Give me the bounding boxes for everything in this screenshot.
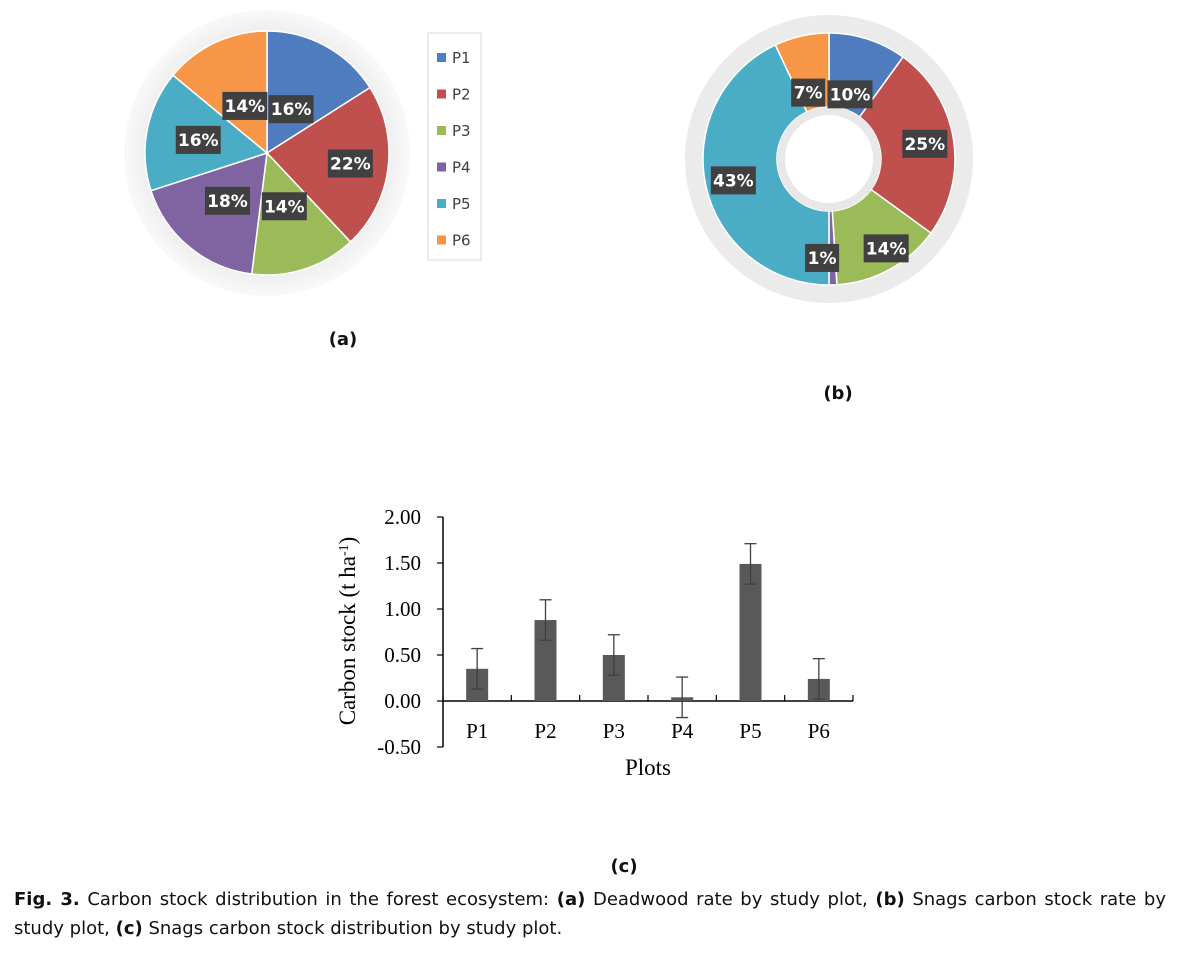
legend-label: P6 (452, 232, 471, 250)
legend-item-p3: P3 (437, 122, 471, 140)
y-axis-label: Carbon stock (t ha-1) (335, 537, 360, 726)
legend-label: P4 (452, 159, 471, 177)
error-bar-p5 (744, 543, 757, 585)
data-label-box (261, 192, 307, 221)
y-axis-label-end: ) (335, 537, 360, 545)
panel-label-c: (c) (610, 856, 637, 877)
data-label-box (268, 95, 314, 124)
x-tick-label: P3 (603, 719, 625, 743)
caption-text-3: Snags carbon stock rate by study plot, (14, 889, 1167, 939)
data-label-box (710, 166, 756, 195)
slice-p6 (171, 30, 268, 155)
legend-swatch (437, 89, 446, 99)
data-label-box (827, 80, 873, 109)
data-label-p6: 14% (222, 91, 268, 120)
y-tick-label: 0.00 (384, 689, 421, 713)
y-tick-label: -0.50 (377, 735, 421, 759)
data-label-p4: 1% (805, 243, 840, 272)
data-label-p3: 14% (863, 234, 909, 263)
data-label-p5: 43% (710, 166, 756, 195)
legend-item-p4: P4 (437, 159, 471, 177)
legend-swatch (437, 199, 446, 208)
legend-item-p1: P1 (437, 49, 471, 67)
legend-label: P3 (452, 122, 471, 140)
bar-p5 (739, 563, 762, 701)
data-label-box (327, 149, 373, 178)
data-label-text: 14% (866, 239, 907, 259)
error-bar-p3 (607, 634, 620, 676)
caption-ref-c: (c) (115, 918, 143, 939)
figure-caption: Fig. 3. Carbon stock distribution in the… (14, 885, 1166, 943)
data-label-p1: 16% (268, 95, 314, 124)
data-label-p2: 22% (327, 149, 373, 178)
data-label-box (222, 91, 268, 120)
legend-swatch (437, 126, 446, 135)
legend-item-p6: P6 (437, 232, 471, 250)
legend-label: P1 (452, 49, 471, 67)
legend-box (427, 32, 482, 261)
y-tick-label: 0.50 (384, 643, 421, 667)
data-label-box (791, 78, 826, 107)
y-tick-label: 1.50 (384, 551, 421, 575)
data-label-text: 16% (178, 131, 219, 151)
data-label-text: 43% (713, 171, 754, 191)
x-tick-label: P6 (808, 719, 830, 743)
caption-ref-a: (a) (556, 889, 586, 910)
bar-p3 (602, 655, 625, 701)
legend-label: P2 (452, 86, 471, 104)
bar-chart-c: -0.50 0.00 0.50 1.00 1.50 2.00 P1 P2 P3 P4 P5 P6 P… (335, 505, 854, 877)
y-tick-label: 1.00 (384, 597, 421, 621)
data-label-text: 1% (808, 249, 837, 269)
legend-label: P5 (452, 195, 471, 213)
error-bar-p2 (539, 599, 552, 641)
legend-item-p2: P2 (437, 86, 471, 104)
data-label-p6: 7% (791, 78, 826, 107)
data-label-box (863, 234, 909, 263)
data-label-text: 14% (225, 97, 266, 117)
data-label-text: 18% (207, 192, 248, 212)
panel-label-a: (a) (329, 329, 358, 350)
caption-figure-number: Fig. 3. (14, 889, 80, 910)
y-axis-label-main: Carbon stock (t ha (335, 556, 360, 725)
legend-swatch (437, 235, 446, 245)
donut-b-hole (785, 115, 873, 203)
data-label-box (204, 186, 250, 215)
y-tick-label: 2.00 (384, 505, 421, 529)
data-label-p3: 14% (261, 192, 307, 221)
error-bar-p4 (676, 676, 689, 719)
data-label-text: 25% (904, 135, 945, 155)
legend-item-p5: P5 (437, 195, 471, 213)
donut-chart-b: 10% 25% 14% 1% 43% 7% (b) (685, 15, 973, 404)
caption-text-4: Snags carbon stock distribution by study… (142, 918, 563, 939)
legend-swatch (437, 162, 446, 172)
data-label-p2: 25% (902, 129, 948, 158)
data-label-text: 16% (271, 100, 312, 120)
data-label-text: 22% (330, 155, 371, 175)
legend: P1 P2 P3 P4 P5 P6 (427, 32, 482, 261)
caption-text-2: Deadwood rate by study plot, (585, 889, 876, 910)
x-tick-label: P2 (534, 719, 556, 743)
data-label-text: 10% (830, 85, 871, 105)
x-tick-label: P1 (466, 719, 488, 743)
x-tick-label: P5 (739, 719, 761, 743)
data-label-box (805, 243, 840, 272)
error-bar-p6 (812, 658, 825, 700)
data-label-text: 7% (794, 84, 823, 104)
y-axis-label-superscript: -1 (337, 544, 352, 556)
x-tick-label: P4 (671, 719, 694, 743)
data-label-p5: 16% (175, 125, 221, 154)
data-label-text: 14% (264, 197, 305, 217)
data-label-p1: 10% (827, 80, 873, 109)
data-label-box (902, 129, 948, 158)
caption-ref-b: (b) (875, 889, 905, 910)
caption-text-1: Carbon stock distribution in the forest … (79, 889, 557, 910)
error-bar-p1 (471, 647, 484, 690)
panel-label-b: (b) (823, 383, 852, 404)
x-axis-label: Plots (625, 755, 671, 780)
data-label-p4: 18% (204, 186, 250, 215)
data-label-box (175, 125, 221, 154)
legend-swatch (437, 53, 446, 62)
